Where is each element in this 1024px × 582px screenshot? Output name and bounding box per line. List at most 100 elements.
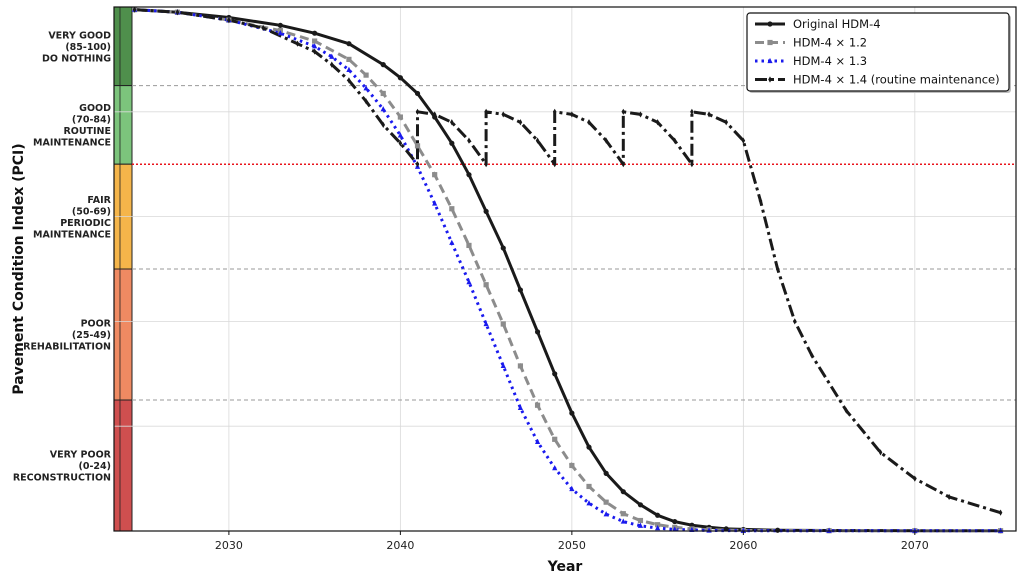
y-axis-title: Pavement Condition Index (PCI) bbox=[11, 143, 27, 394]
data-point bbox=[621, 108, 626, 115]
data-point bbox=[603, 511, 609, 517]
data-point bbox=[364, 98, 368, 105]
data-point bbox=[363, 85, 369, 91]
data-point bbox=[329, 61, 334, 68]
data-point bbox=[620, 518, 626, 524]
data-point bbox=[414, 143, 421, 149]
data-point bbox=[312, 43, 318, 49]
data-point bbox=[517, 404, 524, 410]
data-point bbox=[586, 483, 592, 490]
data-point bbox=[878, 449, 883, 456]
condition-band bbox=[113, 399, 133, 532]
band-label: (85-100) bbox=[65, 42, 111, 53]
data-point bbox=[690, 161, 694, 168]
x-tick-label: 2070 bbox=[901, 539, 929, 552]
data-point bbox=[587, 119, 591, 126]
data-point bbox=[534, 438, 541, 445]
data-point bbox=[603, 499, 609, 505]
data-point bbox=[775, 265, 780, 273]
data-point bbox=[500, 245, 506, 251]
data-point bbox=[552, 108, 557, 115]
data-point bbox=[810, 352, 814, 359]
data-point bbox=[380, 62, 386, 68]
legend-box bbox=[746, 12, 1010, 92]
data-point bbox=[535, 137, 540, 144]
data-point bbox=[277, 22, 283, 28]
data-point bbox=[655, 522, 661, 528]
band-label: (50-69) bbox=[72, 206, 111, 217]
data-point bbox=[620, 489, 626, 495]
band-label: ROUTINE bbox=[63, 126, 111, 137]
data-point bbox=[432, 200, 438, 206]
data-point bbox=[483, 320, 489, 327]
data-point bbox=[329, 53, 335, 59]
condition-band bbox=[113, 85, 133, 165]
data-point bbox=[449, 206, 455, 212]
data-point bbox=[415, 108, 420, 115]
data-point bbox=[517, 363, 524, 369]
data-point bbox=[277, 30, 283, 36]
data-point bbox=[775, 527, 781, 533]
data-point bbox=[363, 72, 369, 78]
data-point bbox=[552, 371, 558, 377]
data-point bbox=[500, 321, 506, 327]
band-label: (25-49) bbox=[72, 330, 111, 341]
band-label: DO NOTHING bbox=[42, 53, 111, 64]
data-point bbox=[620, 511, 626, 517]
data-point bbox=[569, 462, 575, 469]
data-point bbox=[947, 493, 951, 501]
data-point bbox=[397, 114, 403, 120]
band-label: MAINTENANCE bbox=[33, 138, 111, 149]
data-point bbox=[672, 518, 678, 525]
data-point bbox=[450, 119, 454, 126]
data-point bbox=[534, 329, 541, 335]
data-point bbox=[312, 48, 317, 55]
condition-band bbox=[113, 268, 133, 401]
plot-frame bbox=[113, 6, 1017, 532]
data-point bbox=[501, 111, 506, 118]
data-point bbox=[432, 111, 437, 118]
data-point bbox=[175, 9, 180, 16]
data-point bbox=[449, 140, 455, 146]
data-point bbox=[380, 90, 386, 97]
band-label: PERIODIC bbox=[60, 218, 111, 229]
data-point bbox=[517, 287, 524, 293]
data-point bbox=[380, 106, 386, 112]
data-point bbox=[570, 111, 574, 118]
data-point bbox=[638, 111, 643, 118]
data-point bbox=[672, 526, 678, 532]
data-point bbox=[767, 57, 773, 64]
band-label: RECONSTRUCTION bbox=[13, 473, 111, 484]
data-point bbox=[767, 21, 773, 27]
data-point bbox=[484, 161, 488, 168]
data-point bbox=[484, 108, 488, 115]
legend: Original HDM-4 HDM-4 × 1.2 HDM-4 × 1.3 HDM-… bbox=[746, 12, 1011, 93]
band-label: (70-84) bbox=[72, 115, 111, 126]
data-point bbox=[767, 39, 773, 46]
data-point bbox=[998, 509, 1003, 516]
data-point bbox=[398, 140, 403, 147]
data-point bbox=[500, 362, 506, 369]
data-point bbox=[792, 318, 797, 325]
x-tick-label: 2050 bbox=[558, 539, 586, 552]
band-label: FAIR bbox=[87, 195, 111, 206]
x-tick-label: 2040 bbox=[386, 539, 414, 552]
x-axis-ticks: 2030 2040 2050 2060 2070 bbox=[215, 531, 929, 552]
data-point bbox=[707, 111, 711, 118]
data-point bbox=[655, 525, 661, 531]
data-point bbox=[132, 6, 137, 13]
band-label: GOOD bbox=[79, 103, 111, 114]
legend-label: Original HDM-4 bbox=[793, 17, 881, 31]
data-point bbox=[768, 76, 772, 83]
data-point bbox=[913, 475, 917, 482]
series-line bbox=[134, 8, 1001, 533]
data-point bbox=[483, 208, 489, 214]
data-point bbox=[534, 402, 541, 408]
data-point bbox=[586, 500, 592, 506]
reference-lines bbox=[132, 85, 1016, 401]
data-point bbox=[483, 282, 489, 288]
legend-label: HDM-4 × 1.3 bbox=[793, 54, 867, 68]
data-point bbox=[312, 30, 318, 36]
data-point bbox=[637, 502, 644, 508]
band-label: (0-24) bbox=[79, 461, 111, 472]
